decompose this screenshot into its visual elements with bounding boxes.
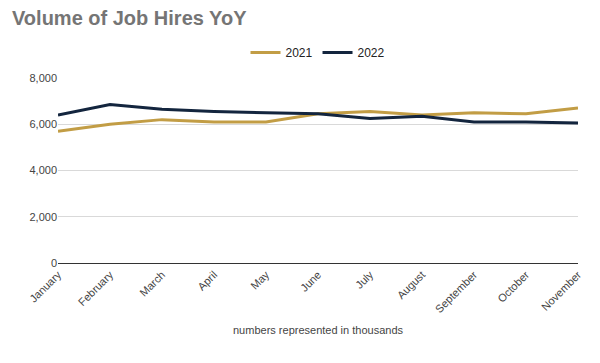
svg-text:April: April <box>195 269 219 293</box>
svg-text:January: January <box>27 268 64 305</box>
svg-text:June: June <box>298 269 323 294</box>
svg-text:Volume of Job Hires YoY: Volume of Job Hires YoY <box>12 7 247 29</box>
svg-text:2021: 2021 <box>286 46 313 60</box>
svg-text:8,000: 8,000 <box>29 72 57 84</box>
svg-text:July: July <box>353 268 376 291</box>
svg-text:6,000: 6,000 <box>29 118 57 130</box>
svg-text:numbers represented in thousan: numbers represented in thousands <box>233 324 403 336</box>
svg-text:October: October <box>495 268 531 304</box>
svg-text:September: September <box>433 268 480 315</box>
svg-text:2022: 2022 <box>358 46 385 60</box>
svg-text:November: November <box>539 268 584 313</box>
svg-text:4,000: 4,000 <box>29 164 57 176</box>
svg-text:August: August <box>395 269 428 302</box>
svg-text:0: 0 <box>51 257 57 269</box>
svg-text:March: March <box>137 269 167 299</box>
svg-text:2,000: 2,000 <box>29 211 57 223</box>
svg-text:February: February <box>76 268 116 308</box>
svg-text:May: May <box>248 268 272 292</box>
